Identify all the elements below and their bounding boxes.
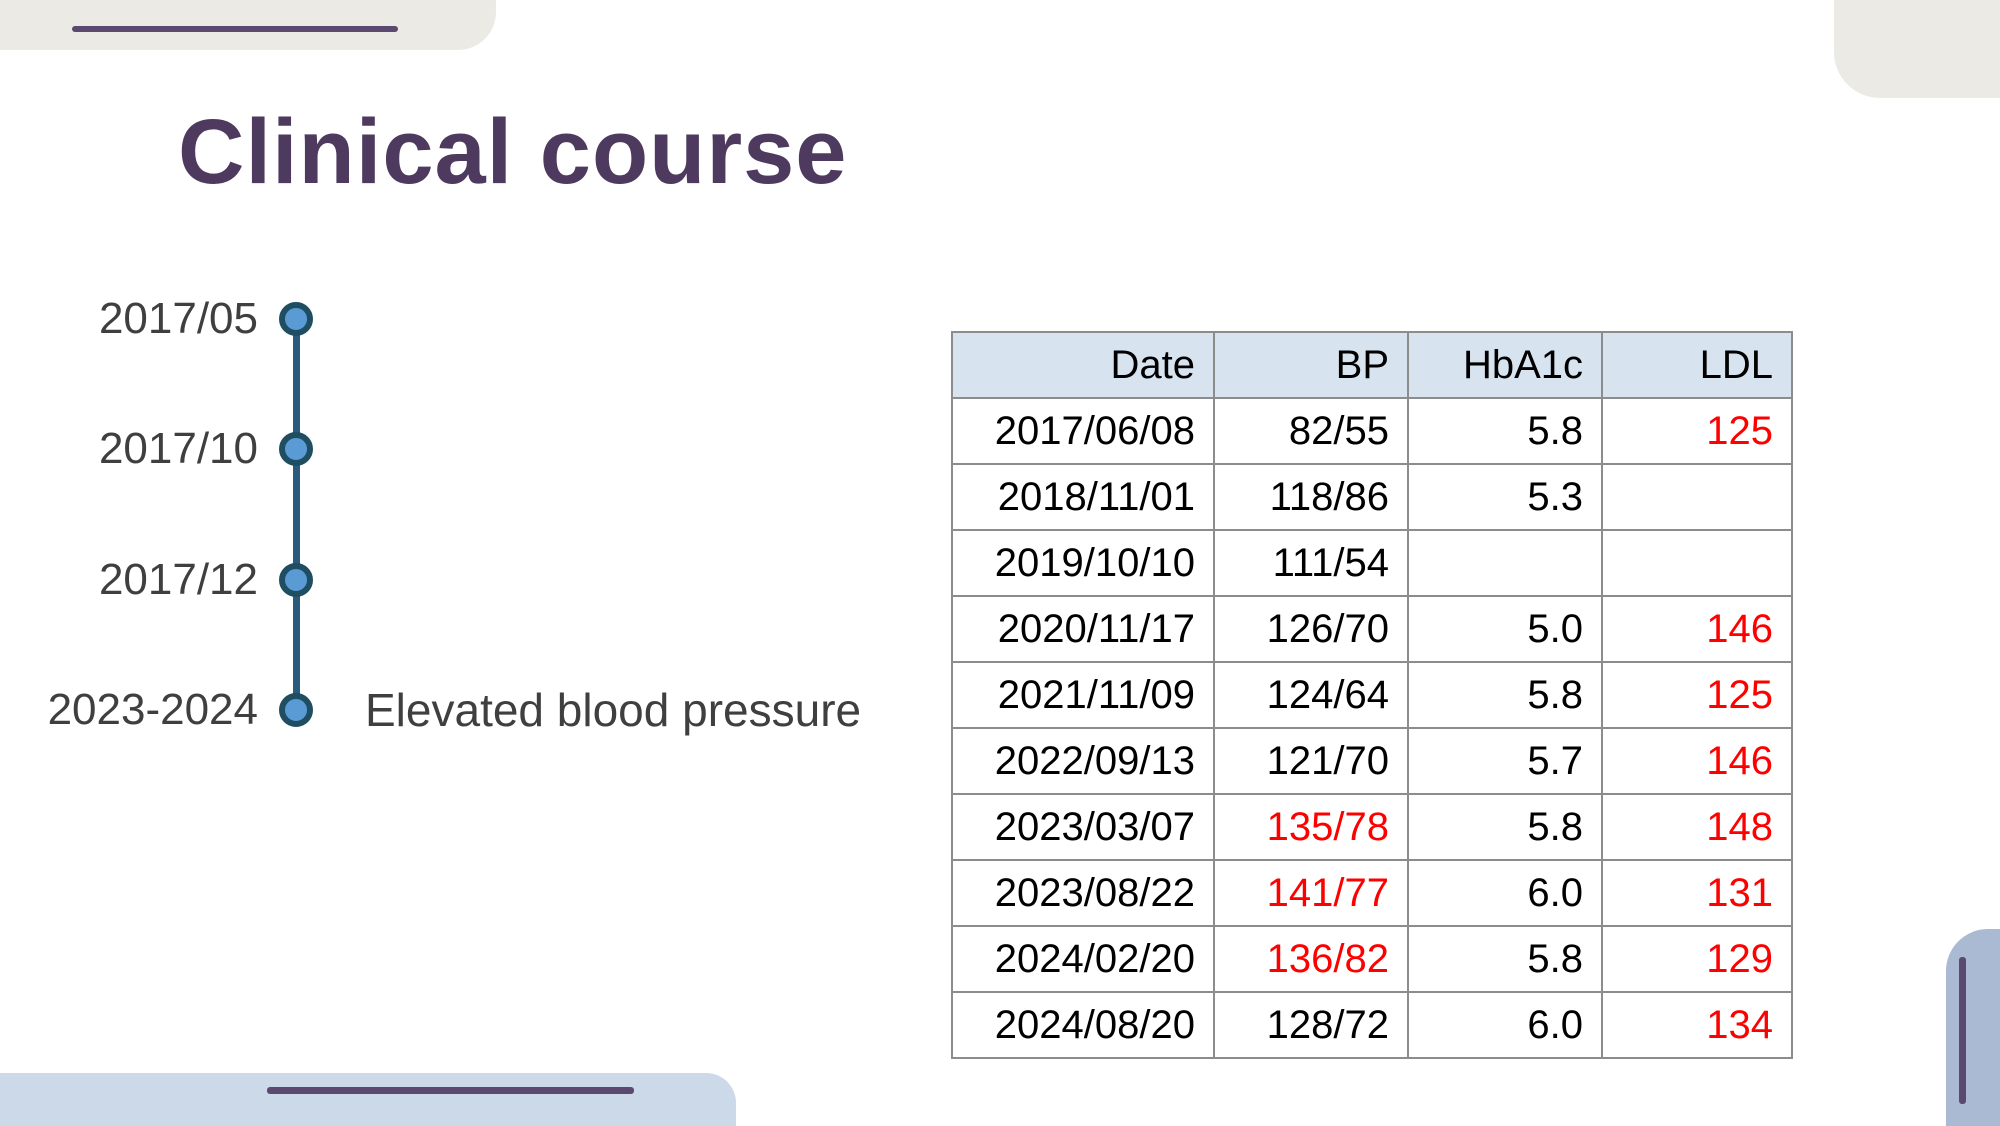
timeline-dot bbox=[279, 432, 313, 466]
cell-ldl: 148 bbox=[1601, 793, 1793, 861]
column-header-date: Date bbox=[951, 331, 1215, 399]
cell-hba1c: 5.8 bbox=[1407, 661, 1603, 729]
table-row: 2018/11/01 118/86 5.3 bbox=[951, 463, 1793, 531]
column-header-hba1c: HbA1c bbox=[1407, 331, 1603, 399]
cell-ldl: 146 bbox=[1601, 595, 1793, 663]
cell-hba1c: 5.0 bbox=[1407, 595, 1603, 663]
cell-ldl bbox=[1601, 463, 1793, 531]
cell-ldl bbox=[1601, 529, 1793, 597]
decor-top-right-shape bbox=[1834, 0, 2000, 98]
cell-hba1c: 5.8 bbox=[1407, 793, 1603, 861]
decor-top-left-shape bbox=[0, 0, 496, 50]
decor-top-accent-line bbox=[72, 26, 398, 32]
timeline-dot bbox=[279, 693, 313, 727]
cell-date: 2019/10/10 bbox=[951, 529, 1215, 597]
cell-ldl: 129 bbox=[1601, 925, 1793, 993]
cell-date: 2017/06/08 bbox=[951, 397, 1215, 465]
table-row: 2019/10/10 111/54 bbox=[951, 529, 1793, 597]
cell-ldl: 125 bbox=[1601, 661, 1793, 729]
cell-hba1c: 5.8 bbox=[1407, 925, 1603, 993]
cell-date: 2021/11/09 bbox=[951, 661, 1215, 729]
cell-date: 2022/09/13 bbox=[951, 727, 1215, 795]
timeline-dot bbox=[279, 563, 313, 597]
column-header-bp: BP bbox=[1213, 331, 1409, 399]
cell-bp: 124/64 bbox=[1213, 661, 1409, 729]
clinical-data-table: Date BP HbA1c LDL 2017/06/08 82/55 5.8 1… bbox=[951, 331, 1793, 1059]
cell-date: 2023/08/22 bbox=[951, 859, 1215, 927]
page-title: Clinical course bbox=[178, 101, 848, 203]
cell-ldl: 134 bbox=[1601, 991, 1793, 1059]
timeline-date-label: 2017/10 bbox=[98, 424, 258, 473]
cell-bp: 118/86 bbox=[1213, 463, 1409, 531]
cell-ldl: 131 bbox=[1601, 859, 1793, 927]
decor-bottom-accent-line bbox=[267, 1087, 634, 1094]
cell-bp: 141/77 bbox=[1213, 859, 1409, 927]
cell-hba1c: 5.7 bbox=[1407, 727, 1603, 795]
cell-hba1c: 5.3 bbox=[1407, 463, 1603, 531]
timeline-date-label: 2023-2024 bbox=[47, 685, 258, 734]
timeline-event-label: Elevated blood pressure bbox=[365, 684, 862, 736]
table-header-row: Date BP HbA1c LDL bbox=[951, 331, 1793, 399]
decor-bottom-left-shape bbox=[0, 1073, 736, 1126]
timeline-dot bbox=[279, 302, 313, 336]
column-header-ldl: LDL bbox=[1601, 331, 1793, 399]
cell-hba1c: 5.8 bbox=[1407, 397, 1603, 465]
decor-right-accent-line bbox=[1959, 957, 1966, 1104]
cell-hba1c bbox=[1407, 529, 1603, 597]
table-row: 2024/08/20 128/72 6.0 134 bbox=[951, 991, 1793, 1059]
cell-hba1c: 6.0 bbox=[1407, 991, 1603, 1059]
table-row: 2021/11/09 124/64 5.8 125 bbox=[951, 661, 1793, 729]
timeline-date-label: 2017/12 bbox=[98, 555, 258, 604]
table-row: 2022/09/13 121/70 5.7 146 bbox=[951, 727, 1793, 795]
cell-bp: 128/72 bbox=[1213, 991, 1409, 1059]
table-row: 2020/11/17 126/70 5.0 146 bbox=[951, 595, 1793, 663]
cell-ldl: 146 bbox=[1601, 727, 1793, 795]
cell-ldl: 125 bbox=[1601, 397, 1793, 465]
table-row: 2017/06/08 82/55 5.8 125 bbox=[951, 397, 1793, 465]
cell-bp: 135/78 bbox=[1213, 793, 1409, 861]
cell-date: 2023/03/07 bbox=[951, 793, 1215, 861]
timeline-connector-line bbox=[293, 319, 300, 710]
table-row: 2023/08/22 141/77 6.0 131 bbox=[951, 859, 1793, 927]
cell-bp: 136/82 bbox=[1213, 925, 1409, 993]
table-row: 2024/02/20 136/82 5.8 129 bbox=[951, 925, 1793, 993]
table-row: 2023/03/07 135/78 5.8 148 bbox=[951, 793, 1793, 861]
timeline-date-label: 2017/05 bbox=[98, 294, 258, 343]
cell-bp: 121/70 bbox=[1213, 727, 1409, 795]
cell-date: 2020/11/17 bbox=[951, 595, 1215, 663]
cell-bp: 82/55 bbox=[1213, 397, 1409, 465]
cell-bp: 111/54 bbox=[1213, 529, 1409, 597]
decor-bottom-right-shape bbox=[1946, 929, 2000, 1126]
cell-date: 2018/11/01 bbox=[951, 463, 1215, 531]
cell-date: 2024/08/20 bbox=[951, 991, 1215, 1059]
cell-bp: 126/70 bbox=[1213, 595, 1409, 663]
cell-date: 2024/02/20 bbox=[951, 925, 1215, 993]
cell-hba1c: 6.0 bbox=[1407, 859, 1603, 927]
